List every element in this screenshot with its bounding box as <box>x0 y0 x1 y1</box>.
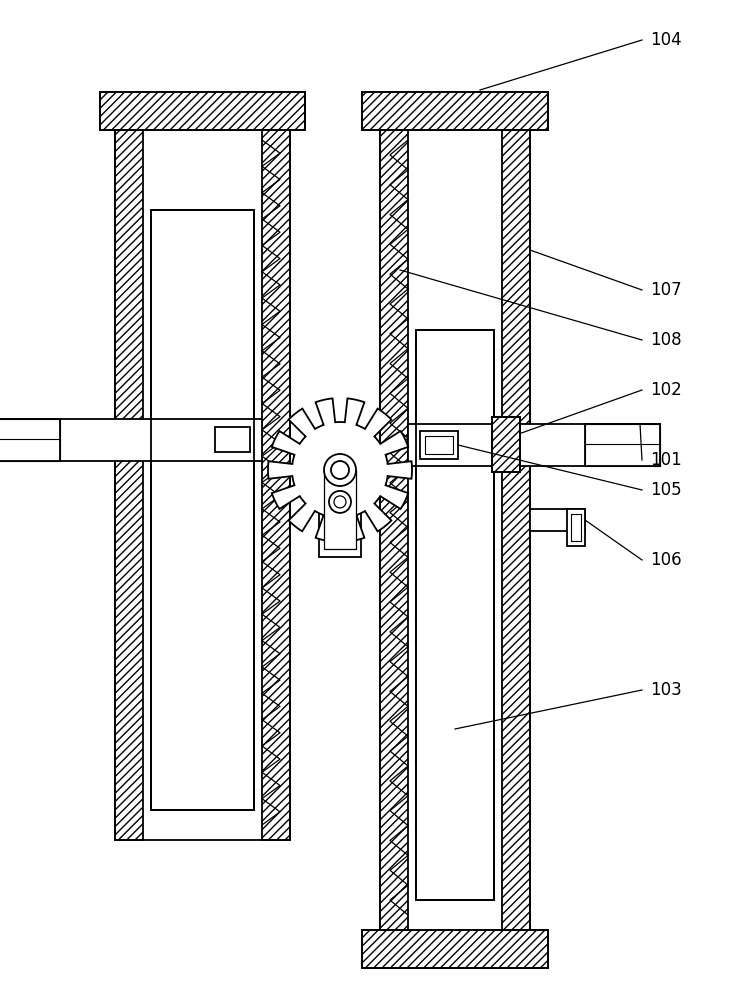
Bar <box>100 92 305 130</box>
Bar <box>215 427 250 452</box>
Bar <box>571 514 581 541</box>
Bar <box>416 330 494 900</box>
Bar <box>380 130 530 930</box>
Bar <box>0 419 60 441</box>
Bar <box>408 424 660 466</box>
Bar <box>420 431 458 459</box>
Bar <box>492 417 520 472</box>
Text: 105: 105 <box>650 481 682 499</box>
Text: 103: 103 <box>650 681 682 699</box>
Bar <box>151 210 254 810</box>
Bar <box>100 92 305 130</box>
Bar <box>151 210 254 510</box>
Bar <box>416 661 494 900</box>
Bar <box>380 130 408 930</box>
Bar <box>530 509 585 531</box>
Text: 101: 101 <box>650 451 682 469</box>
Bar <box>0 439 60 461</box>
Text: 108: 108 <box>650 331 682 349</box>
Bar <box>492 417 520 472</box>
Bar <box>362 930 548 968</box>
Bar <box>585 424 660 446</box>
Bar <box>115 130 143 840</box>
Bar <box>585 424 660 466</box>
Circle shape <box>324 454 356 486</box>
Text: 104: 104 <box>650 31 682 49</box>
Bar <box>416 330 494 900</box>
Text: 107: 107 <box>650 281 682 299</box>
Bar <box>319 462 361 557</box>
Bar <box>567 509 585 546</box>
Bar <box>262 130 290 840</box>
Bar <box>151 210 254 810</box>
Polygon shape <box>268 398 412 542</box>
Bar <box>362 930 548 968</box>
Circle shape <box>334 496 346 508</box>
Bar <box>324 470 356 549</box>
Circle shape <box>331 461 349 479</box>
Bar <box>425 436 453 454</box>
Bar <box>0 419 262 461</box>
Text: 106: 106 <box>650 551 682 569</box>
Circle shape <box>329 491 351 513</box>
Bar <box>362 92 548 130</box>
Bar <box>0 419 60 461</box>
Bar <box>115 130 290 840</box>
Bar <box>585 444 660 466</box>
Text: 102: 102 <box>650 381 682 399</box>
Bar <box>362 92 548 130</box>
Bar <box>502 130 530 930</box>
